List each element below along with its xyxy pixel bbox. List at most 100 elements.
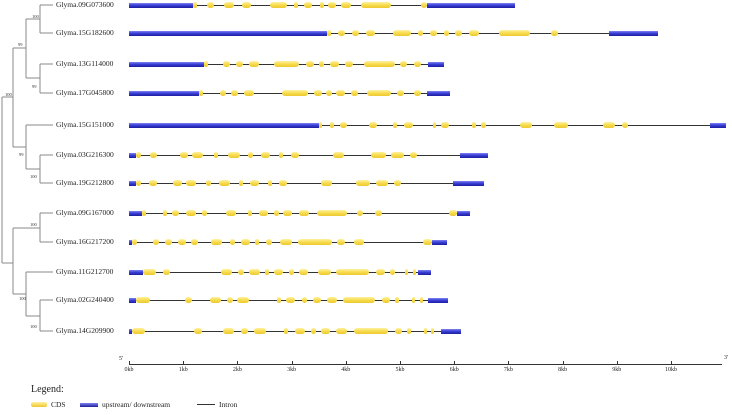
legend-utr: upstream/ downstream <box>80 400 170 409</box>
axis-tick <box>616 361 618 364</box>
cds-exon <box>356 210 364 216</box>
cds-exon <box>423 239 432 245</box>
cds-exon <box>299 269 308 275</box>
cds-exon <box>312 297 322 303</box>
scale-axis: 0kb 1kb 2kb 3kb 4kb 5kb 6kb 7kb 8kb 9kb 10kb <box>125 361 723 373</box>
gene-label: Glyma.17G045800 <box>56 88 114 97</box>
cds-exon <box>248 269 261 275</box>
gene-label: Glyma.11G212700 <box>56 267 114 276</box>
cds-exon <box>143 269 157 275</box>
axis-tick <box>183 361 185 364</box>
cds-exon <box>353 328 389 334</box>
cds-exon <box>327 30 332 36</box>
axis-tick <box>400 361 401 364</box>
cds-exon <box>253 328 266 334</box>
gene-label: Glyma.02G240400 <box>56 295 114 304</box>
gene-label: Glyma.13G114000 <box>56 59 114 68</box>
legend-cds: CDS <box>31 400 66 409</box>
utr-segment <box>129 90 199 96</box>
legend-intron: Intron <box>197 400 237 409</box>
cds-exon <box>227 152 240 158</box>
cds-exon <box>298 239 332 245</box>
cds-exon <box>326 297 338 303</box>
axis-tick-label: 1kb <box>178 367 188 373</box>
cds-exon <box>223 61 230 67</box>
cds-exon <box>230 239 235 245</box>
cds-exon <box>201 210 207 216</box>
utr-segment <box>710 122 727 128</box>
intron-line <box>129 182 484 184</box>
cds-exon <box>316 210 347 216</box>
cds-exon <box>132 328 146 334</box>
utr-segment <box>129 239 132 245</box>
cds-exon <box>191 239 199 245</box>
cds-exon <box>329 122 334 128</box>
cds-exon <box>319 2 324 8</box>
cds-exon <box>369 122 378 128</box>
cds-exon <box>395 297 399 303</box>
gene-structure-row <box>0 210 732 216</box>
cds-exon <box>276 297 281 303</box>
cds-exon <box>341 2 352 8</box>
bootstrap-value: 100 <box>19 296 26 301</box>
cds-exon <box>250 180 259 186</box>
cds-exon <box>413 269 416 275</box>
cds-exon <box>194 328 202 334</box>
cds-exon <box>241 2 251 8</box>
cds-exon <box>273 210 279 216</box>
bootstrap-value: 99 <box>32 84 37 89</box>
gene-label: Glyma.15G151000 <box>56 120 114 129</box>
axis-tick <box>671 361 672 364</box>
cds-exon <box>237 269 244 275</box>
cds-exon <box>374 210 383 216</box>
cds-exon <box>328 2 337 8</box>
cds-exon <box>481 122 487 128</box>
cds-exon <box>224 2 234 8</box>
cds-exon <box>333 152 345 158</box>
cds-exon <box>303 2 313 8</box>
cds-exon <box>131 239 137 245</box>
cds-exon <box>429 30 437 36</box>
gene-label: Glyma.15G182600 <box>56 28 114 37</box>
utr-segment <box>129 328 133 334</box>
cds-exon <box>226 210 236 216</box>
utr-segment <box>129 210 142 216</box>
cds-exon <box>305 61 315 67</box>
cds-exon <box>413 90 421 96</box>
cds-exon <box>350 90 359 96</box>
cds-exon <box>412 297 416 303</box>
cds-exon <box>192 2 198 8</box>
cds-exon <box>424 328 428 334</box>
cds-exon <box>340 122 348 128</box>
cds-exon <box>376 269 385 275</box>
cds-exon <box>136 180 141 186</box>
bootstrap-value: 100 <box>32 14 39 19</box>
five-prime-marker: 5' <box>119 356 124 362</box>
cds-exon <box>603 122 615 128</box>
gene-structure-row <box>0 30 732 36</box>
axis-tick-label: 8kb <box>558 367 568 373</box>
cds-exon <box>231 90 239 96</box>
cds-exon <box>198 90 204 96</box>
utr-segment <box>609 30 658 36</box>
cds-exon <box>290 152 299 158</box>
utr-segment <box>129 30 328 36</box>
gene-structure-row <box>0 122 732 128</box>
utr-segment <box>428 297 449 303</box>
bootstrap-value: 100 <box>30 222 37 227</box>
cds-exon <box>432 122 437 128</box>
cds-exon <box>444 30 449 36</box>
cds-exon <box>153 239 159 245</box>
bootstrap-value: 100 <box>30 174 37 179</box>
cds-exon <box>211 239 223 245</box>
cds-swatch-icon <box>31 402 47 407</box>
cds-exon <box>405 269 409 275</box>
utr-segment <box>418 269 432 275</box>
axis-tick <box>237 361 239 364</box>
cds-exon <box>389 269 395 275</box>
cds-exon <box>142 210 147 216</box>
axis-tick-label: 5kb <box>395 367 405 373</box>
utr-segment <box>129 152 136 158</box>
cds-exon <box>186 180 197 186</box>
cds-exon <box>311 328 316 334</box>
